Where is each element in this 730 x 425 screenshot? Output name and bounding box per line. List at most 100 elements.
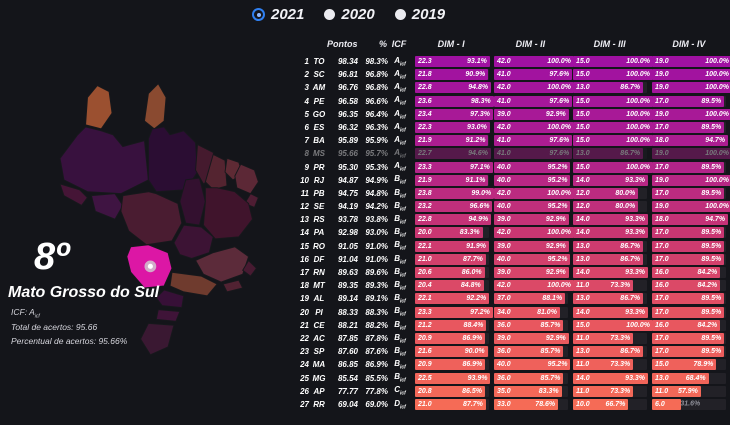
dim-1-bar[interactable]: 22.8 94.8% (415, 82, 492, 94)
dim-2-bar[interactable]: 41.0 97.6% (494, 69, 573, 81)
dim-3-bar[interactable]: 15.0 100.0% (573, 108, 653, 120)
dim-1-bar[interactable]: 23.8 99.0% (415, 187, 495, 199)
dim-2-bar[interactable]: 39.0 92.9% (494, 108, 569, 120)
dim-3-bar[interactable]: 11.0 73.3% (573, 359, 647, 371)
dim-3-bar[interactable]: 14.0 93.3% (573, 214, 649, 226)
table-row-PB[interactable]: 11 PB 94.75 94.8% Bicf 23.8 99.0% 42.0 100.0% 12.… (296, 188, 726, 199)
map-state-rj[interactable] (222, 279, 244, 293)
dim-2-bar[interactable]: 37.0 88.1% (494, 293, 568, 305)
dim-3-bar[interactable]: 14.0 93.3% (573, 227, 649, 239)
dim-3-bar[interactable]: 15.0 100.0% (573, 56, 653, 68)
dim-2-bar[interactable]: 41.0 97.6% (494, 135, 573, 147)
dim-1-bar[interactable]: 21.0 87.7% (415, 398, 489, 410)
table-row-SE[interactable]: 12 SE 94.19 94.2% Bicf 23.2 96.6% 40.0 95.2% 12.0… (296, 201, 730, 213)
dim-3-bar[interactable]: 11.0 73.3% (573, 280, 647, 292)
dim-4-bar[interactable]: 19.0 100.0% (652, 148, 730, 160)
dim-4-bar[interactable]: 13.0 68.4% (652, 372, 726, 384)
dim-2-bar[interactable]: 34.0 81.0% (494, 306, 568, 318)
dim-4-bar[interactable]: 19.0 100.0% (652, 201, 730, 213)
dim-4-bar[interactable]: 17.0 89.5% (652, 253, 726, 265)
dim-2-bar[interactable]: 35.0 83.3% (494, 385, 568, 397)
map-state-ac[interactable] (59, 183, 89, 207)
dim-2-bar[interactable]: 40.0 95.2% (494, 253, 571, 265)
dim-4-bar[interactable]: 17.0 89.5% (652, 187, 726, 199)
dim-1-bar[interactable]: 22.1 92.2% (415, 293, 490, 305)
table-row-DF[interactable]: 16 DF 91.04 91.0% Bicf 21.0 87.7% 40.0 95.2% 13.0… (296, 254, 726, 265)
radio-selected-icon[interactable] (252, 8, 265, 21)
dim-3-bar[interactable]: 12.0 80.0% (573, 187, 647, 199)
map-state-go[interactable] (173, 224, 214, 260)
map-state-ba[interactable] (202, 187, 254, 240)
table-row-BA[interactable]: 7 BA 95.89 95.9% Aicf 21.9 91.2% 41.0 97.6% 15.0 1… (296, 135, 729, 147)
dim-1-bar[interactable]: 20.0 83.3% (415, 227, 489, 239)
dim-4-bar[interactable]: 6.0 31.6% (652, 398, 726, 410)
table-row-MG[interactable]: 25 MG 85.54 85.5% Bicf 22.5 93.9% 36.0 85.7% 14.0… (296, 372, 726, 384)
year-option-2020[interactable]: 2020 (324, 6, 375, 23)
dim-3-bar[interactable]: 14.0 93.3% (573, 174, 649, 186)
dim-2-bar[interactable]: 42.0 100.0% (494, 187, 574, 199)
dim-3-bar[interactable]: 13.0 86.7% (573, 346, 647, 358)
map-state-ne-coast[interactable] (234, 163, 259, 195)
dim-1-bar[interactable]: 22.5 93.9% (415, 372, 491, 384)
dim-4-bar[interactable]: 19.0 100.0% (652, 56, 730, 68)
dim-3-bar[interactable]: 11.0 73.3% (573, 385, 647, 397)
table-row-CE[interactable]: 21 CE 88.21 88.2% Bicf 21.2 88.4% 36.0 85.7% 15.0… (296, 320, 726, 331)
dim-2-bar[interactable]: 39.0 92.9% (494, 214, 569, 226)
dim-4-bar[interactable]: 17.0 89.5% (652, 293, 726, 305)
dim-1-bar[interactable]: 23.6 98.3% (415, 95, 494, 107)
dim-2-bar[interactable]: 40.0 95.2% (494, 161, 571, 173)
dim-4-bar[interactable]: 17.0 89.5% (652, 161, 726, 173)
dim-1-bar[interactable]: 20.8 86.5% (415, 385, 489, 397)
dim-3-bar[interactable]: 15.0 100.0% (573, 95, 653, 107)
dim-2-bar[interactable]: 42.0 100.0% (494, 82, 574, 94)
map-state-rs[interactable] (139, 322, 175, 356)
table-row-PR[interactable]: 9 PR 95.30 95.3% Aicf 23.3 97.1% 40.0 95.2% 15.0 1… (296, 161, 726, 173)
table-row-PA[interactable]: 14 PA 92.98 93.0% Bicf 20.0 83.3% 42.0 100.0% 14.… (296, 227, 726, 239)
dim-1-bar[interactable]: 20.4 84.8% (415, 280, 489, 292)
dim-2-bar[interactable]: 42.0 100.0% (494, 227, 574, 239)
dim-3-bar[interactable]: 13.0 86.7% (573, 293, 647, 305)
dim-3-bar[interactable]: 15.0 100.0% (573, 161, 653, 173)
map-state-pr[interactable] (155, 289, 185, 309)
dim-4-bar[interactable]: 17.0 89.5% (652, 121, 726, 133)
dim-1-bar[interactable]: 23.3 97.2% (415, 306, 493, 318)
map-state-ro[interactable] (90, 193, 124, 220)
map-state-am[interactable] (59, 126, 149, 195)
table-row-RN[interactable]: 17 RN 89.63 89.6% Bicf 20.6 86.0% 39.0 92.9% 14.0… (296, 267, 726, 278)
dim-2-bar[interactable]: 39.0 92.9% (494, 267, 569, 279)
dim-4-bar[interactable]: 19.0 100.0% (652, 82, 730, 94)
dim-4-bar[interactable]: 18.0 94.7% (652, 214, 729, 226)
table-row-RR[interactable]: 27 RR 69.04 69.0% Dicf 21.0 87.7% 33.0 78.6% 10.0… (296, 399, 726, 410)
dim-2-bar[interactable]: 41.0 97.6% (494, 95, 573, 107)
map-state-to[interactable] (179, 177, 206, 226)
dim-3-bar[interactable]: 15.0 100.0% (573, 121, 653, 133)
dim-4-bar[interactable]: 16.0 84.2% (652, 280, 726, 292)
table-row-RJ[interactable]: 10 RJ 94.87 94.9% Bicf 21.9 91.1% 40.0 95.2% 14.0… (296, 174, 730, 186)
dim-4-bar[interactable]: 16.0 84.2% (652, 319, 726, 331)
dim-1-bar[interactable]: 21.9 91.1% (415, 174, 489, 186)
table-row-AM[interactable]: 3 AM 96.76 96.8% Aicf 22.8 94.8% 42.0 100.0% 13.0… (296, 82, 730, 94)
dim-3-bar[interactable]: 15.0 100.0% (573, 319, 653, 331)
radio-unselected-icon[interactable] (394, 9, 406, 20)
dim-4-bar[interactable]: 17.0 89.5% (652, 240, 726, 252)
dim-2-bar[interactable]: 42.0 100.0% (494, 280, 574, 292)
dim-4-bar[interactable]: 19.0 100.0% (652, 108, 730, 120)
map-state-sp[interactable] (169, 271, 218, 297)
table-row-MT[interactable]: 18 MT 89.35 89.3% Bicf 20.4 84.8% 42.0 100.0% 11.… (296, 280, 726, 292)
dim-3-bar[interactable]: 13.0 86.7% (573, 148, 647, 160)
dim-2-bar[interactable]: 33.0 78.6% (494, 398, 568, 410)
dim-4-bar[interactable]: 15.0 78.9% (652, 359, 726, 371)
map-state-ap[interactable] (143, 82, 167, 130)
dim-1-bar[interactable]: 22.3 93.1% (415, 56, 490, 68)
table-row-RO[interactable]: 15 RO 91.05 91.0% Bicf 22.1 91.9% 39.0 92.9% 13.0… (296, 240, 726, 252)
dim-4-bar[interactable]: 19.0 100.0% (652, 174, 730, 186)
dim-3-bar[interactable]: 10.0 66.7% (573, 398, 647, 410)
dim-3-bar[interactable]: 15.0 100.0% (573, 135, 653, 147)
table-row-RS[interactable]: 13 RS 93.78 93.8% Bicf 22.8 94.9% 39.0 92.9% 14.0… (296, 214, 729, 226)
dim-1-bar[interactable]: 22.3 93.0% (415, 121, 490, 133)
table-row-AP[interactable]: 26 AP 77.77 77.8% Cicf 20.8 86.5% 35.0 83.3% 11.0… (296, 385, 726, 397)
dim-3-bar[interactable]: 14.0 93.3% (573, 306, 649, 318)
dim-2-bar[interactable]: 36.0 85.7% (494, 319, 568, 331)
dim-1-bar[interactable]: 22.1 91.9% (415, 240, 489, 252)
map-state-sc[interactable] (155, 309, 181, 322)
